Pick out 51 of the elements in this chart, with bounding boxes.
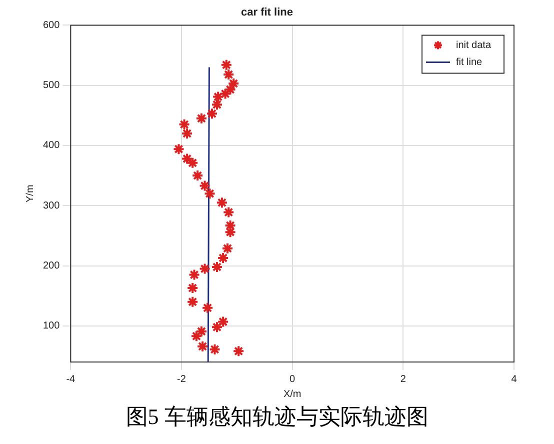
point — [204, 188, 216, 200]
y-tick-label: 100 — [42, 320, 60, 332]
point — [190, 330, 202, 342]
point — [208, 343, 221, 356]
point — [186, 296, 199, 308]
point — [210, 98, 223, 111]
point — [196, 340, 209, 352]
point — [186, 282, 199, 294]
x-tick-label: 0 — [290, 374, 296, 385]
point — [224, 84, 236, 96]
y-tick-label: 400 — [42, 140, 60, 152]
x-tick-label: 4 — [511, 374, 518, 385]
point — [198, 180, 211, 192]
point — [228, 78, 240, 90]
y-axis-title: Y/m — [24, 184, 36, 202]
point — [172, 143, 185, 156]
point — [181, 127, 194, 140]
x-axis-title: X/m — [283, 388, 302, 400]
point — [181, 152, 194, 165]
point — [212, 90, 224, 103]
point — [178, 118, 190, 130]
point — [217, 316, 230, 328]
point — [206, 108, 218, 120]
point — [202, 302, 214, 314]
point — [222, 206, 235, 218]
legend-label: fit line — [456, 56, 483, 68]
legend-label: init data — [456, 40, 492, 51]
x-tick-label: 2 — [400, 374, 406, 385]
point — [188, 268, 200, 281]
point — [195, 112, 208, 124]
point — [216, 196, 228, 209]
x-tick-label: -4 — [66, 374, 76, 385]
point — [220, 58, 232, 71]
point — [210, 321, 223, 334]
point — [198, 262, 211, 275]
point — [222, 242, 234, 254]
caption: 图5 车辆感知轨迹与实际轨迹图 — [124, 403, 430, 431]
y-tick-label: 600 — [42, 20, 60, 31]
point — [219, 88, 232, 100]
point — [222, 68, 235, 81]
x-tick-label: -2 — [177, 374, 186, 385]
point — [186, 156, 199, 169]
y-tick-label: 200 — [42, 260, 60, 272]
point — [210, 260, 223, 273]
point — [232, 345, 245, 358]
point — [217, 252, 230, 264]
y-tick-label: 500 — [42, 80, 60, 92]
point — [192, 170, 204, 182]
chart-title: car fit line — [241, 6, 293, 19]
point — [195, 325, 208, 338]
y-tick-label: 300 — [42, 200, 60, 212]
